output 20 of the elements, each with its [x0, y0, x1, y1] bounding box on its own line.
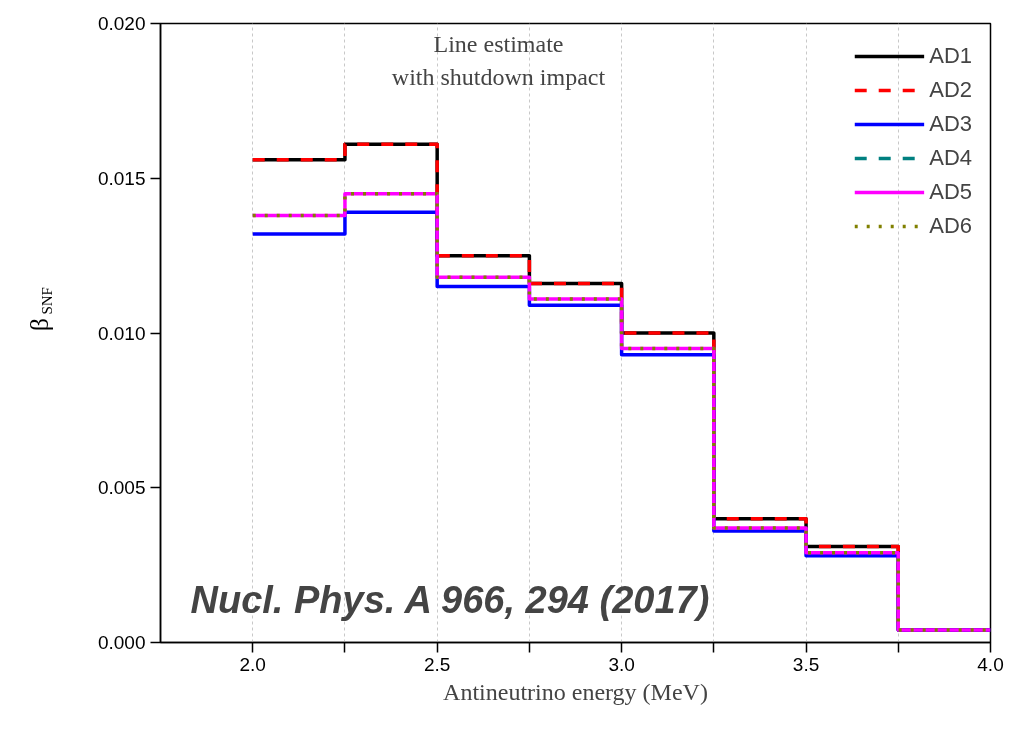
x-tick-label: 3.0 [608, 653, 635, 675]
y-tick-label: 0.000 [97, 632, 146, 653]
x-tick-label: 4.0 [977, 653, 1004, 675]
y-axis-title: βSNF [24, 287, 56, 332]
x-tick-label: 2.0 [239, 653, 266, 675]
x-axis-title: Antineutrino energy (MeV) [443, 678, 708, 705]
legend-label: AD5 [929, 178, 972, 206]
y-tick-label: 0.015 [97, 167, 146, 189]
x-tick-label: 2.5 [423, 653, 451, 675]
legend-label: AD3 [929, 110, 972, 138]
y-tick-label: 0.010 [97, 322, 146, 344]
legend-label: AD1 [929, 42, 972, 70]
y-tick-label: 0.005 [97, 477, 146, 499]
annotation: Nucl. Phys. A 966, 294 (2017) [190, 578, 710, 621]
x-tick-label: 3.5 [792, 653, 820, 675]
annotation: Line estimate with shutdown impact [391, 30, 606, 91]
legend-label: AD4 [929, 144, 972, 172]
legend-label: AD6 [929, 212, 972, 240]
legend-label: AD2 [929, 76, 972, 104]
y-tick-label: 0.020 [97, 13, 146, 34]
